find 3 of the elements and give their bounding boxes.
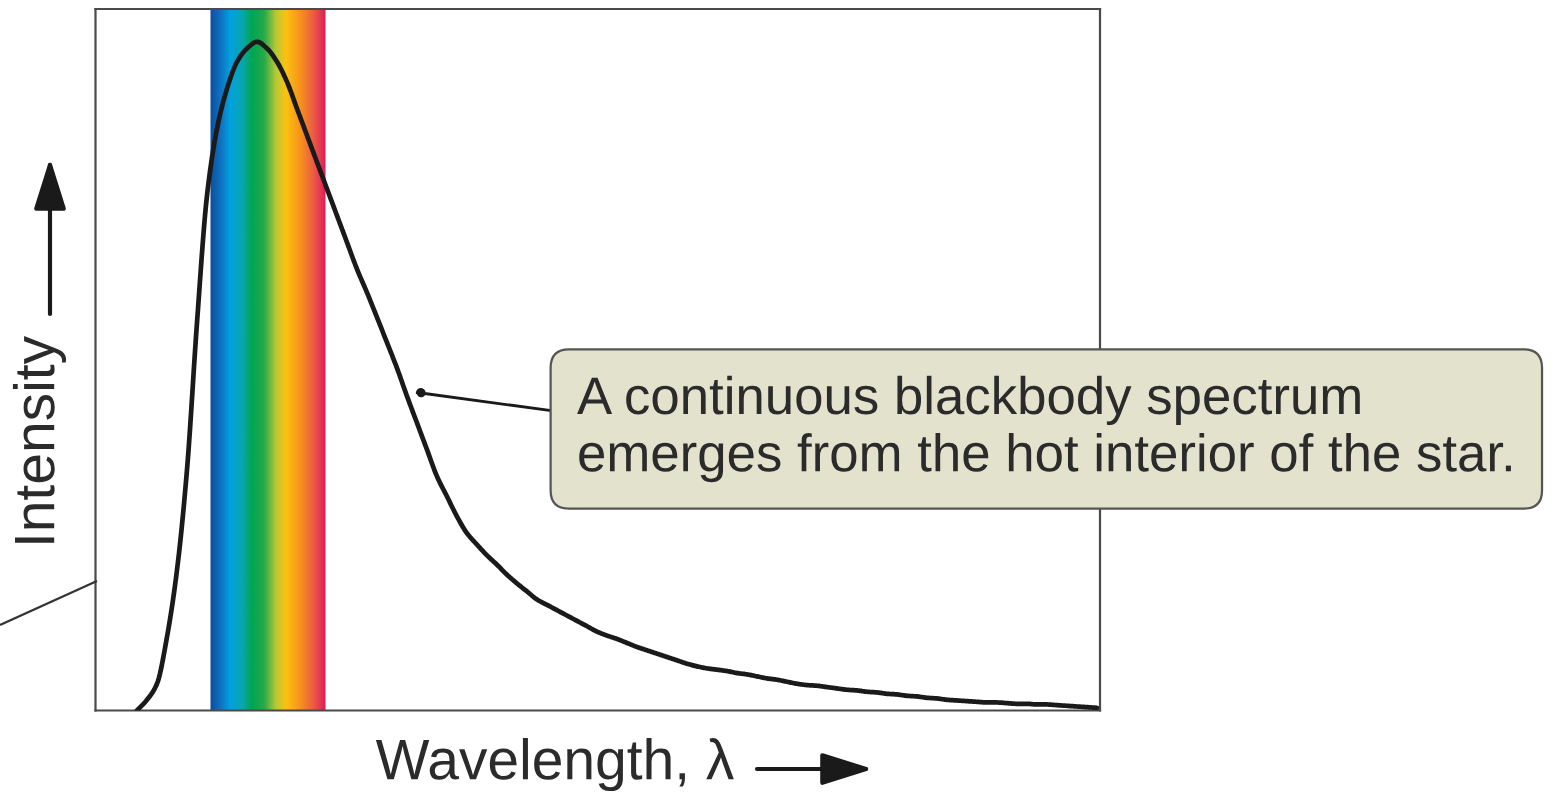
y-axis-title: Intensity (12, 336, 66, 543)
x-axis-title: Wavelength, λ (375, 738, 734, 792)
annotation: A continuous blackbody spectrum emerges from the hot interior of the star. (577, 375, 1511, 483)
